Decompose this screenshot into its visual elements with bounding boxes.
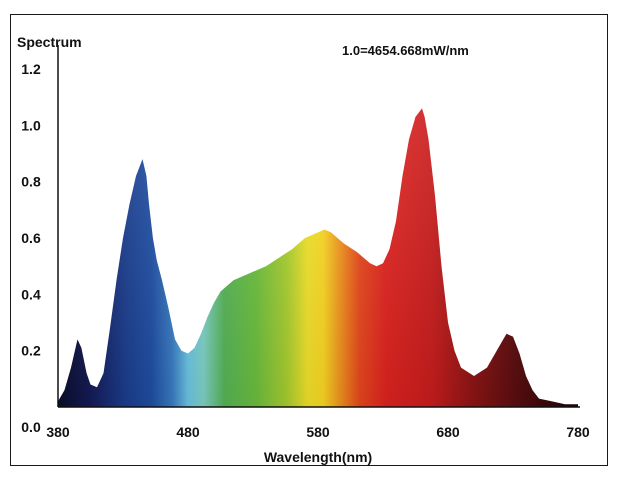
spectrum-shading [58,108,578,408]
scale-annotation: 1.0=4654.668mW/nm [342,43,469,58]
y-tick-label: 1.2 [21,61,41,77]
y-tick-label: 0.2 [21,343,41,359]
x-axis-label: Wavelength(nm) [264,449,372,465]
x-tick-label: 380 [46,424,70,440]
y-tick-label: 0.4 [21,286,41,302]
x-tick-label: 480 [176,424,200,440]
x-tick-labels: 380 480 580 680 780 [46,424,590,440]
y-tick-label: 1.0 [21,117,41,133]
plot-area [58,108,578,408]
y-axis-label: Spectrum [17,34,82,50]
chart-frame: 0.0 0.2 0.4 0.6 0.8 1.0 1.2 380 480 580 680 780 Sp… [10,14,608,466]
x-tick-label: 780 [566,424,590,440]
spectrum-chart: 0.0 0.2 0.4 0.6 0.8 1.0 1.2 380 480 580 680 780 Sp… [17,34,590,465]
y-tick-label: 0.8 [21,174,41,190]
y-tick-labels: 0.0 0.2 0.4 0.6 0.8 1.0 1.2 [21,61,41,435]
x-tick-label: 580 [306,424,330,440]
x-tick-label: 680 [436,424,460,440]
y-tick-label: 0.0 [21,419,41,435]
y-tick-label: 0.6 [21,230,41,246]
